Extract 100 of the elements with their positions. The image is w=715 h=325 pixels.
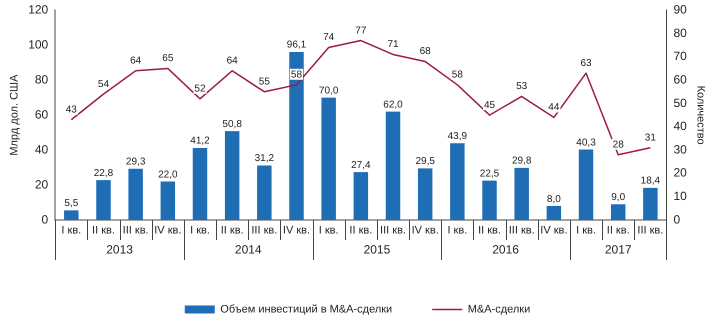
- x-tick-label: I кв.: [61, 224, 82, 237]
- text: 2015: [364, 242, 391, 256]
- data-label: 96,1: [286, 40, 307, 51]
- data-label: 68: [420, 46, 432, 58]
- y-tick-label: 120: [28, 2, 49, 17]
- bar: [289, 52, 304, 220]
- y2-tick-label: 80: [673, 26, 688, 40]
- bar: [321, 98, 336, 220]
- y2-tick-label: 0: [673, 212, 680, 226]
- bar: [128, 168, 143, 220]
- y-axis-title: Млрд дол. США: [8, 74, 21, 156]
- data-label: 43,9: [448, 131, 468, 142]
- y-tick-label: 80: [34, 72, 49, 86]
- x-tick-label: IV кв.: [540, 224, 568, 237]
- data-label: 54: [98, 78, 110, 90]
- x-tick-label: III кв.: [380, 224, 406, 237]
- bar: [610, 204, 626, 220]
- bar: [96, 180, 111, 220]
- data-label: 77: [355, 25, 367, 36]
- bar: [192, 148, 208, 220]
- bar: [257, 165, 272, 220]
- bar: [386, 112, 400, 220]
- bar: [160, 182, 176, 220]
- legend-label: M&A-сделки: [468, 304, 530, 316]
- data-label: 64: [130, 56, 142, 67]
- data-label: 50,8: [222, 118, 242, 130]
- bar: [354, 172, 368, 220]
- y2-tick-label: 40: [673, 119, 688, 134]
- x-tick-label: II кв.: [606, 224, 630, 237]
- data-label: 58: [452, 70, 464, 81]
- x-tick-label: IV кв.: [412, 224, 439, 237]
- x-tick-label: II кв.: [220, 224, 244, 237]
- data-label: 52: [194, 84, 206, 95]
- x-tick-label: IV кв.: [282, 224, 310, 237]
- y2-tick-label: 10: [673, 189, 688, 203]
- x-tick-label: I кв.: [576, 224, 596, 237]
- data-label: 27,4: [351, 160, 372, 171]
- data-label: 28: [612, 139, 624, 150]
- y2-tick-label: 60: [673, 72, 688, 86]
- x-tick-label: III кв.: [251, 224, 278, 237]
- data-label: 63: [580, 58, 592, 69]
- y2-axis-title: Количество: [694, 86, 706, 145]
- data-label: 45: [484, 100, 496, 111]
- data-label: 41,2: [190, 136, 210, 147]
- data-label: 29,5: [415, 156, 436, 168]
- data-label: 9,0: [611, 192, 626, 204]
- bar: [482, 180, 497, 220]
- data-label: 40,3: [576, 137, 596, 148]
- x-tick-label: III кв.: [637, 224, 664, 237]
- bar: [64, 210, 79, 220]
- data-label: 58: [290, 70, 302, 81]
- x-tick-label: I кв.: [447, 224, 468, 237]
- data-label: 44: [548, 102, 560, 114]
- text: 2016: [492, 242, 520, 256]
- bar: [224, 131, 240, 220]
- data-label: 65: [162, 53, 174, 64]
- x-tick-label: I кв.: [318, 224, 339, 237]
- bar: [578, 150, 594, 220]
- x-tick-label: III кв.: [508, 224, 535, 237]
- y2-tick-label: 20: [673, 166, 688, 180]
- data-label: 43: [66, 104, 78, 116]
- bar: [546, 206, 562, 220]
- data-label: 62,0: [383, 99, 404, 110]
- data-label: 70,0: [318, 85, 339, 96]
- data-label: 31: [644, 132, 656, 144]
- y-tick-label: 100: [28, 37, 49, 52]
- data-label: 22,8: [94, 168, 114, 179]
- y-tick-label: 40: [34, 142, 49, 156]
- x-tick-label: I кв.: [190, 224, 210, 237]
- text: 2013: [106, 242, 134, 256]
- bar: [514, 168, 529, 220]
- data-label: 53: [516, 81, 528, 92]
- x-tick-label: III кв.: [122, 224, 149, 237]
- text: 2014: [234, 242, 262, 256]
- x-tick-label: II кв.: [349, 224, 372, 237]
- data-label: 8,0: [546, 194, 562, 205]
- data-label: 71: [387, 39, 400, 50]
- y-tick-label: 0: [42, 212, 49, 226]
- data-label: 74: [323, 32, 335, 44]
- data-label: 31,2: [254, 153, 274, 164]
- x-tick-label: IV кв.: [154, 224, 182, 237]
- y2-tick-label: 90: [673, 2, 688, 17]
- x-tick-label: II кв.: [92, 224, 115, 237]
- bar: [450, 143, 465, 220]
- data-label: 55: [258, 76, 270, 88]
- x-tick-label: II кв.: [478, 224, 501, 237]
- y2-tick-label: 70: [673, 49, 688, 64]
- data-label: 18,4: [640, 176, 661, 187]
- y-tick-label: 20: [34, 177, 49, 192]
- y2-tick-label: 30: [673, 142, 688, 156]
- data-label: 22,0: [158, 169, 178, 180]
- data-label: 64: [226, 56, 238, 67]
- y-tick-label: 60: [34, 107, 49, 122]
- data-label: 29,3: [126, 156, 146, 168]
- bar: [418, 168, 432, 220]
- legend-label: Объем инвестиций в M&A-сделки: [220, 304, 392, 316]
- data-label: 22,5: [480, 168, 500, 180]
- data-label: 5,5: [64, 198, 79, 210]
- bar: [643, 188, 658, 220]
- data-label: 29,8: [512, 156, 532, 167]
